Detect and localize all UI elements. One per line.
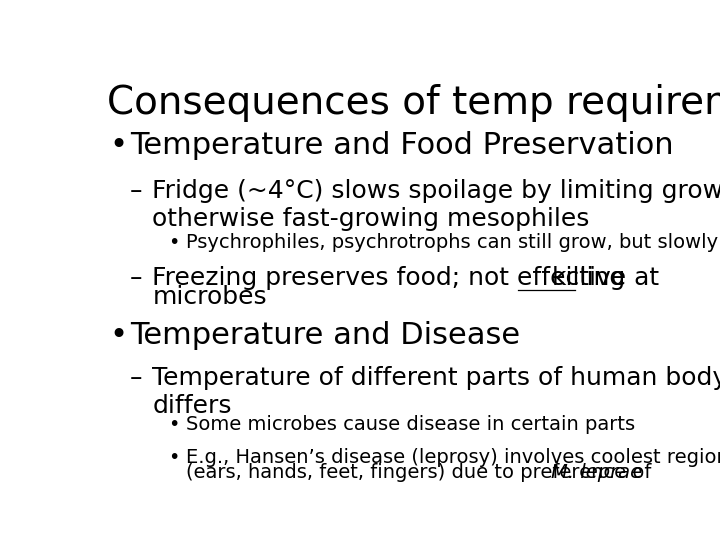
Text: Temperature of different parts of human body
differs: Temperature of different parts of human … bbox=[153, 366, 720, 418]
Text: •: • bbox=[109, 131, 127, 160]
Text: •: • bbox=[168, 415, 179, 434]
Text: microbes: microbes bbox=[153, 285, 267, 308]
Text: (ears, hands, feet, fingers) due to preference of: (ears, hands, feet, fingers) due to pref… bbox=[186, 462, 657, 482]
Text: –: – bbox=[130, 179, 143, 203]
Text: killing: killing bbox=[552, 266, 626, 291]
Text: Consequences of temp requirements: Consequences of temp requirements bbox=[107, 84, 720, 122]
Text: •: • bbox=[109, 321, 127, 349]
Text: Freezing preserves food; not effective at: Freezing preserves food; not effective a… bbox=[153, 266, 667, 291]
Text: Some microbes cause disease in certain parts: Some microbes cause disease in certain p… bbox=[186, 415, 635, 434]
Text: •: • bbox=[168, 448, 179, 467]
Text: Temperature and Disease: Temperature and Disease bbox=[130, 321, 521, 349]
Text: •: • bbox=[168, 233, 179, 252]
Text: M. leprae: M. leprae bbox=[552, 462, 643, 482]
Text: Temperature and Food Preservation: Temperature and Food Preservation bbox=[130, 131, 674, 160]
Text: Psychrophiles, psychrotrophs can still grow, but slowly: Psychrophiles, psychrotrophs can still g… bbox=[186, 233, 718, 252]
Text: –: – bbox=[130, 266, 143, 291]
Text: Fridge (~4°C) slows spoilage by limiting growth of
otherwise fast-growing mesoph: Fridge (~4°C) slows spoilage by limiting… bbox=[153, 179, 720, 231]
Text: –: – bbox=[130, 366, 143, 390]
Text: E.g., Hansen’s disease (leprosy) involves coolest regions: E.g., Hansen’s disease (leprosy) involve… bbox=[186, 448, 720, 467]
